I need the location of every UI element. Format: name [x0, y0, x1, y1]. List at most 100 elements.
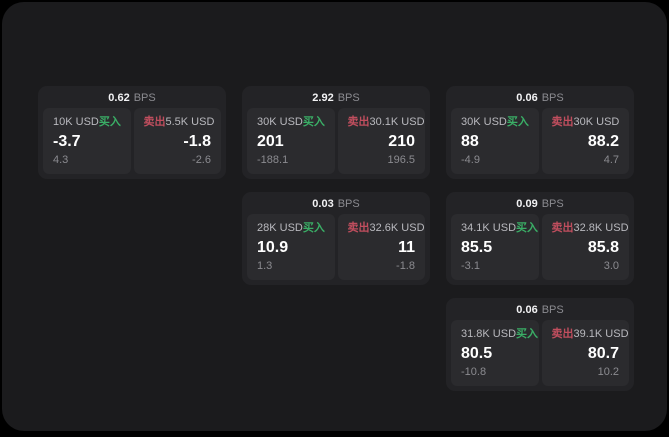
buy-delta: -3.1 [461, 260, 480, 272]
buy-pane[interactable]: 30K USD 买入 88 -4.9 [451, 108, 539, 174]
sell-pane-top: 卖出 30.1K USD [347, 116, 425, 129]
quote-card: 0.62 BPS 10K USD 买入 -3.7 4.3 卖出 5.5K USD [38, 86, 226, 179]
sell-notional: 32.6K USD [369, 222, 425, 234]
sell-pane[interactable]: 卖出 32.6K USD 11 -1.8 [337, 214, 425, 280]
sell-delta: -2.6 [192, 154, 211, 166]
buy-label: 买入 [516, 328, 539, 340]
sell-pane-top: 卖出 5.5K USD [143, 116, 215, 129]
sell-pane-top: 卖出 32.8K USD [551, 222, 629, 235]
sell-pane[interactable]: 卖出 5.5K USD -1.8 -2.6 [133, 108, 221, 174]
quote-card: 0.06 BPS 30K USD 买入 88 -4.9 卖出 30K USD [446, 86, 634, 179]
buy-pane-top: 28K USD 买入 [257, 222, 325, 235]
buy-price: 10.9 [257, 239, 289, 256]
quote-card: 0.06 BPS 31.8K USD 买入 80.5 -10.8 卖出 39.1… [446, 298, 634, 391]
buy-pane[interactable]: 34.1K USD 买入 85.5 -3.1 [451, 214, 539, 280]
buy-pane[interactable]: 30K USD 买入 201 -188.1 [247, 108, 335, 174]
buy-label: 买入 [302, 222, 325, 234]
sell-notional: 5.5K USD [165, 116, 215, 128]
quote-card-body: 30K USD 买入 88 -4.9 卖出 30K USD 88.2 4.7 [446, 108, 634, 179]
quote-card-body: 10K USD 买入 -3.7 4.3 卖出 5.5K USD -1.8 -2.… [38, 108, 226, 179]
buy-delta: -10.8 [461, 366, 487, 378]
buy-label: 买入 [98, 116, 121, 128]
quote-card: 0.03 BPS 28K USD 买入 10.9 1.3 卖出 32.6K US… [242, 192, 430, 285]
spread-value: 2.92 [312, 92, 334, 104]
sell-notional: 30.1K USD [369, 116, 425, 128]
sell-delta: 3.0 [603, 260, 619, 272]
sell-notional: 32.8K USD [573, 222, 629, 234]
spread-unit-label: BPS [541, 198, 564, 210]
buy-price: -3.7 [53, 133, 81, 150]
sell-label: 卖出 [551, 116, 574, 128]
sell-delta: 10.2 [597, 366, 619, 378]
spread-value: 0.06 [516, 92, 538, 104]
sell-pane[interactable]: 卖出 30K USD 88.2 4.7 [541, 108, 629, 174]
buy-pane[interactable]: 31.8K USD 买入 80.5 -10.8 [451, 320, 539, 386]
spread-header: 0.06 BPS [446, 86, 634, 108]
buy-notional: 28K USD [257, 222, 303, 234]
buy-notional: 30K USD [257, 116, 303, 128]
buy-pane-top: 30K USD 买入 [257, 116, 325, 129]
buy-label: 买入 [506, 116, 529, 128]
spread-unit-label: BPS [337, 198, 360, 210]
sell-delta: 4.7 [603, 154, 619, 166]
quote-card: 2.92 BPS 30K USD 买入 201 -188.1 卖出 30.1K … [242, 86, 430, 179]
spread-unit-label: BPS [541, 304, 564, 316]
sell-delta: 196.5 [387, 154, 415, 166]
quote-card: 0.09 BPS 34.1K USD 买入 85.5 -3.1 卖出 32.8K… [446, 192, 634, 285]
buy-price: 80.5 [461, 345, 493, 362]
spread-value: 0.09 [516, 198, 538, 210]
spread-header: 0.09 BPS [446, 192, 634, 214]
buy-pane-top: 31.8K USD 买入 [461, 328, 538, 341]
sell-pane[interactable]: 卖出 39.1K USD 80.7 10.2 [541, 320, 629, 386]
buy-notional: 34.1K USD [461, 222, 517, 234]
spread-header: 0.62 BPS [38, 86, 226, 108]
buy-delta: 1.3 [257, 260, 273, 272]
buy-price: 201 [257, 133, 284, 150]
spread-header: 0.03 BPS [242, 192, 430, 214]
spread-header: 2.92 BPS [242, 86, 430, 108]
buy-pane-top: 10K USD 买入 [53, 116, 121, 129]
quote-card-grid: 0.62 BPS 10K USD 买入 -3.7 4.3 卖出 5.5K USD [38, 86, 634, 391]
sell-label: 卖出 [551, 222, 574, 234]
quote-card-body: 28K USD 买入 10.9 1.3 卖出 32.6K USD 11 -1.8 [242, 214, 430, 285]
buy-delta: -188.1 [257, 154, 289, 166]
sell-pane-top: 卖出 32.6K USD [347, 222, 425, 235]
sell-notional: 39.1K USD [573, 328, 629, 340]
spread-value: 0.03 [312, 198, 334, 210]
sell-price: 210 [388, 133, 415, 150]
sell-delta: -1.8 [396, 260, 415, 272]
spread-unit-label: BPS [337, 92, 360, 104]
sell-pane-top: 卖出 30K USD [552, 116, 620, 129]
buy-price: 85.5 [461, 239, 493, 256]
sell-label: 卖出 [143, 116, 166, 128]
app-surface: 0.62 BPS 10K USD 买入 -3.7 4.3 卖出 5.5K USD [2, 2, 667, 431]
quote-card-body: 31.8K USD 买入 80.5 -10.8 卖出 39.1K USD 80.… [446, 320, 634, 391]
buy-pane[interactable]: 10K USD 买入 -3.7 4.3 [43, 108, 131, 174]
buy-delta: 4.3 [53, 154, 69, 166]
sell-label: 卖出 [551, 328, 574, 340]
buy-pane-top: 30K USD 买入 [461, 116, 529, 129]
spread-header: 0.06 BPS [446, 298, 634, 320]
sell-price: 80.7 [587, 345, 619, 362]
sell-price: 88.2 [587, 133, 619, 150]
sell-price: 85.8 [587, 239, 619, 256]
sell-label: 卖出 [347, 116, 370, 128]
buy-pane-top: 34.1K USD 买入 [461, 222, 538, 235]
buy-delta: -4.9 [461, 154, 480, 166]
spread-unit-label: BPS [133, 92, 156, 104]
buy-label: 买入 [516, 222, 539, 234]
buy-notional: 10K USD [53, 116, 99, 128]
quote-card-body: 34.1K USD 买入 85.5 -3.1 卖出 32.8K USD 85.8… [446, 214, 634, 285]
sell-label: 卖出 [347, 222, 370, 234]
sell-price: -1.8 [183, 133, 211, 150]
spread-unit-label: BPS [541, 92, 564, 104]
sell-pane-top: 卖出 39.1K USD [551, 328, 629, 341]
sell-pane[interactable]: 卖出 32.8K USD 85.8 3.0 [541, 214, 629, 280]
sell-notional: 30K USD [573, 116, 620, 128]
buy-notional: 31.8K USD [461, 328, 517, 340]
sell-pane[interactable]: 卖出 30.1K USD 210 196.5 [337, 108, 425, 174]
buy-pane[interactable]: 28K USD 买入 10.9 1.3 [247, 214, 335, 280]
spread-value: 0.06 [516, 304, 538, 316]
sell-price: 11 [398, 239, 415, 256]
buy-label: 买入 [302, 116, 325, 128]
